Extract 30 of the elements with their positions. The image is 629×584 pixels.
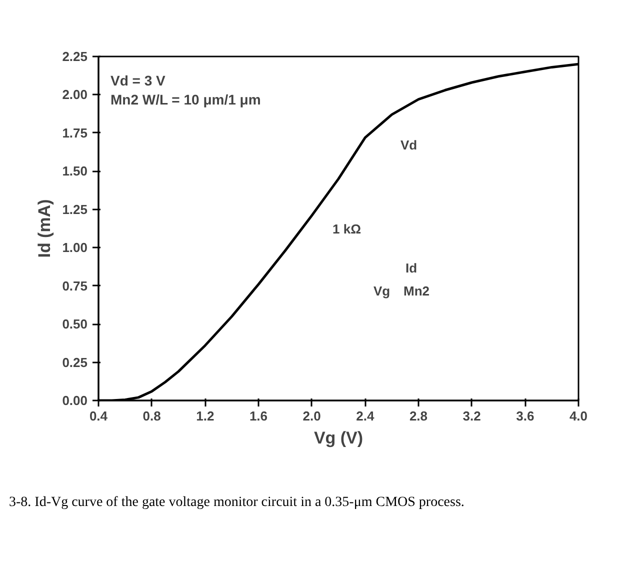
- x-tick-label: 0.4: [89, 408, 108, 424]
- y-tick-label: 2.00: [62, 87, 88, 102]
- annotation: Mn2: [404, 284, 430, 298]
- x-tick-label: 0.8: [142, 408, 161, 424]
- y-tick-label: 1.75: [62, 125, 88, 140]
- annotation: Vg: [374, 284, 390, 298]
- x-tick-label: 3.6: [516, 408, 534, 424]
- x-tick-label: 2.4: [356, 408, 375, 424]
- annotation: Vd = 3 V: [110, 72, 166, 88]
- x-tick-label: 4.0: [569, 408, 588, 424]
- y-tick-label: 1.25: [62, 202, 88, 217]
- annotation: Vd: [400, 138, 418, 152]
- text: 3-8. Id-Vg curve of the gate voltage monitor circuit in a 0.35-μm CMOS process.: [9, 494, 464, 512]
- x-tick-label: 1.2: [196, 408, 214, 424]
- y-tick-label: 0.50: [62, 316, 88, 332]
- y-tick-label: 0.25: [62, 354, 88, 370]
- y-axis-title: Id (mA): [35, 199, 54, 258]
- y-tick-label: 2.25: [62, 49, 88, 64]
- x-tick-label: 1.6: [249, 408, 268, 424]
- x-tick-label: 3.2: [462, 408, 481, 424]
- y-tick-label: 0.00: [62, 393, 88, 408]
- y-tick-label: 1.50: [62, 164, 88, 179]
- annotation: Mn2 W/L = 10 μm/1 μm: [110, 92, 261, 108]
- x-tick-label: 2.8: [409, 408, 428, 424]
- annotation: 1 kΩ: [332, 222, 361, 236]
- x-tick-label: 2.0: [302, 408, 321, 424]
- x-axis-title: Vg (V): [314, 428, 364, 448]
- y-tick-label: 1.00: [62, 240, 88, 256]
- annotation: Id: [406, 260, 418, 276]
- y-tick-label: 0.75: [62, 278, 88, 294]
